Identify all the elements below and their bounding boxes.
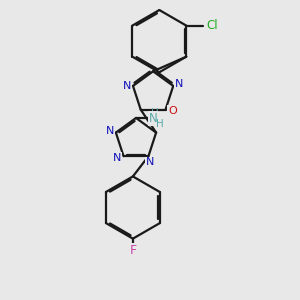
Text: N: N — [146, 158, 154, 167]
Text: F: F — [129, 244, 137, 257]
Text: Cl: Cl — [206, 19, 218, 32]
Text: O: O — [168, 106, 177, 116]
Text: N: N — [123, 81, 132, 91]
Text: H: H — [156, 118, 164, 129]
Text: N: N — [113, 153, 122, 163]
Text: N: N — [175, 80, 183, 89]
Text: H: H — [152, 108, 159, 118]
Text: N: N — [106, 126, 114, 136]
Text: N: N — [149, 112, 158, 125]
